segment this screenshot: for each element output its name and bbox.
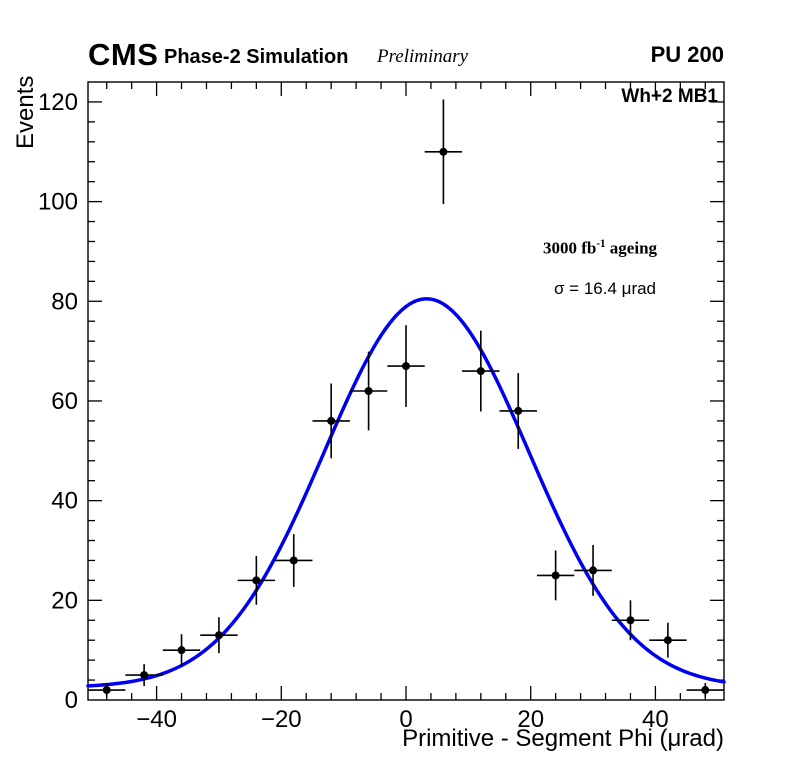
data-point (327, 416, 336, 425)
simulation-subtitle: Phase-2 Simulation (164, 46, 349, 68)
data-point (177, 646, 186, 655)
data-point (140, 671, 149, 680)
x-axis-title: Primitive - Segment Phi (μrad) (402, 725, 724, 752)
data-point (551, 571, 560, 580)
y-tick-label: 20 (51, 587, 78, 614)
lumi-prefix: 3000 fb (542, 238, 597, 258)
data-point (476, 367, 485, 376)
preliminary-label: Preliminary (377, 46, 469, 67)
lumi-superscript: -1 (596, 238, 606, 250)
sigma-result-label: σ = 16.4 μrad (553, 279, 657, 298)
y-tick-label: 0 (65, 687, 78, 714)
data-point (102, 686, 111, 695)
lumi-suffix: ageing (605, 238, 658, 258)
y-axis-title: Events (12, 75, 39, 149)
data-point (626, 616, 635, 625)
x-tick-label: −40 (136, 706, 177, 733)
x-tick-label: 0 (399, 706, 412, 733)
data-point (439, 147, 448, 156)
cms-logo-text: CMS (88, 37, 159, 72)
data-point (364, 387, 373, 395)
x-tick-label: 40 (642, 706, 669, 733)
x-tick-label: 20 (517, 706, 544, 733)
y-tick-label: 80 (51, 288, 78, 315)
chamber-label: Wh+2 MB1 (621, 86, 718, 107)
data-point (589, 566, 598, 575)
data-point (214, 631, 223, 640)
y-tick-label: 120 (38, 89, 78, 116)
pileup-label: PU 200 (650, 42, 724, 67)
y-tick-label: 40 (51, 488, 78, 515)
data-point (252, 576, 261, 585)
data-point (402, 362, 410, 371)
y-tick-label: 100 (38, 189, 78, 216)
data-point (663, 636, 672, 645)
luminosity-ageing-label: 3000 fb-1 ageing (500, 238, 700, 258)
y-tick-label: 60 (51, 388, 78, 415)
x-tick-label: −20 (261, 706, 302, 733)
data-point (701, 686, 710, 695)
data-point (289, 556, 298, 565)
data-point (514, 406, 523, 415)
